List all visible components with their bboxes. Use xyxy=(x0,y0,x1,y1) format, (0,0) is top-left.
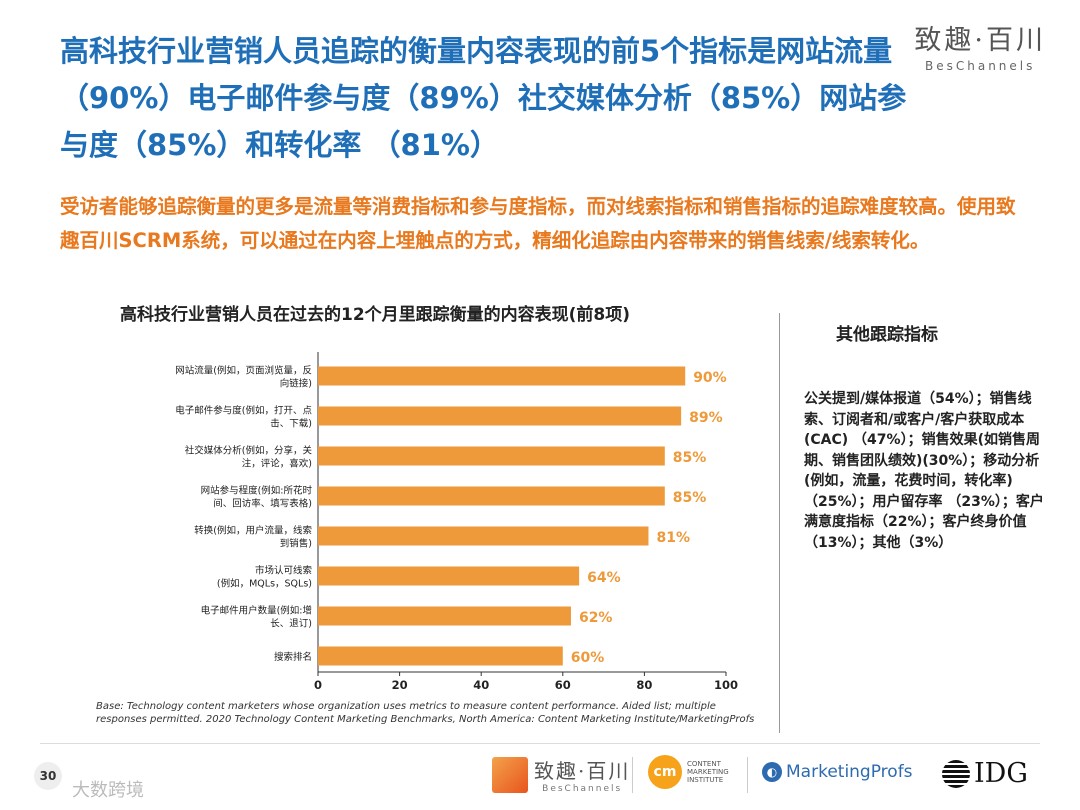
category-label: 向链接) xyxy=(280,378,312,390)
watermark-text: 大数跨境 xyxy=(72,780,144,801)
bar-value-label: 85% xyxy=(673,490,707,506)
page-number: 30 xyxy=(34,762,62,790)
category-label: 社交媒体分析(例如，分享，关 xyxy=(185,445,313,457)
base-note: Base: Technology content marketers whose… xyxy=(96,701,755,725)
bar xyxy=(318,366,686,386)
bar-value-label: 85% xyxy=(673,450,707,466)
idg-globe-icon xyxy=(942,759,970,788)
category-label: 间、回访率、填写表格) xyxy=(213,498,312,510)
footer-beschannels-logo: 致趣·百川 BesChannels xyxy=(492,755,630,794)
bar xyxy=(318,486,665,506)
marketingprofs-mark-icon: ◐ xyxy=(762,762,782,782)
footer-separator xyxy=(632,757,633,793)
bar xyxy=(318,566,580,586)
x-tick-label: 20 xyxy=(392,678,408,692)
cmi-text-2: MARKETING xyxy=(687,768,729,776)
x-tick-label: 80 xyxy=(636,678,652,692)
page-title: 高科技行业营销人员追踪的衡量内容表现的前5个指标是网站流量（90%）电子邮件参与… xyxy=(60,34,907,162)
x-tick-label: 60 xyxy=(555,678,571,692)
x-tick-label: 0 xyxy=(314,678,322,692)
category-label: 到销售) xyxy=(280,538,312,550)
beschannels-mark-icon xyxy=(492,756,528,793)
category-label: 网站流量(例如，页面浏览量，反 xyxy=(175,365,312,377)
footer-bes-cn: 致趣·百川 xyxy=(534,759,631,783)
category-label: 注，评论，喜欢) xyxy=(242,458,312,470)
marketingprofs-text: MarketingProfs xyxy=(786,762,913,782)
chart-title: 高科技行业营销人员在过去的12个月里跟踪衡量的内容表现(前8项) xyxy=(120,305,631,325)
category-label: 电子邮件用户数量(例如:增 xyxy=(201,605,312,617)
logo-cn-text: 致趣·百川 xyxy=(914,25,1046,56)
footer-separator xyxy=(747,757,748,793)
category-label: 转换(例如，用户流量，线索 xyxy=(194,525,312,537)
bar-value-label: 81% xyxy=(656,530,690,546)
category-label: 搜索排名 xyxy=(274,651,312,663)
bar-value-label: 60% xyxy=(571,650,605,666)
category-label: 击、下载) xyxy=(270,418,312,430)
bar-value-label: 62% xyxy=(579,610,613,626)
footer-divider xyxy=(40,743,1040,744)
bar-value-label: 90% xyxy=(693,370,727,386)
bar-value-label: 64% xyxy=(587,570,621,586)
footer-bes-en: BesChannels xyxy=(542,784,623,794)
category-label: (例如，MQLs，SQLs) xyxy=(217,578,312,590)
bar xyxy=(318,526,649,546)
logo-en-text: BesChannels xyxy=(925,59,1036,73)
cmi-mark-icon: cm xyxy=(648,755,682,789)
category-label: 长、退订) xyxy=(270,618,312,630)
cmi-text-3: INSTITUTE xyxy=(687,776,724,784)
beschannels-logo: 致趣·百川 BesChannels xyxy=(914,18,1046,73)
summary-text: 受访者能够追踪衡量的更多是流量等消费指标和参与度指标，而对线索指标和销售指标的追… xyxy=(60,195,1016,252)
bar xyxy=(318,606,571,626)
bar xyxy=(318,646,563,666)
bar-value-label: 89% xyxy=(689,410,723,426)
x-tick-label: 100 xyxy=(714,678,738,692)
idg-logo: IDG xyxy=(942,758,1028,789)
category-label: 市场认可线索 xyxy=(255,565,312,577)
idg-text: IDG xyxy=(974,758,1028,789)
x-tick-label: 40 xyxy=(473,678,489,692)
category-label: 网站参与程度(例如:所花时 xyxy=(201,485,313,497)
side-panel-title: 其他跟踪指标 xyxy=(836,325,938,345)
category-label: 电子邮件参与度(例如，打开、点 xyxy=(175,405,312,417)
vertical-divider xyxy=(779,313,780,733)
side-panel-text: 公关提到/媒体报道（54%）；销售线索、订阅者和/或客户/客户获取成本(CAC)… xyxy=(804,391,1044,551)
cmi-text-1: CONTENT xyxy=(687,760,721,768)
bar xyxy=(318,406,682,426)
bar xyxy=(318,446,665,466)
cmi-logo: cm CONTENT MARKETING INSTITUTE xyxy=(648,755,729,789)
marketingprofs-logo: ◐ MarketingProfs xyxy=(762,762,913,782)
